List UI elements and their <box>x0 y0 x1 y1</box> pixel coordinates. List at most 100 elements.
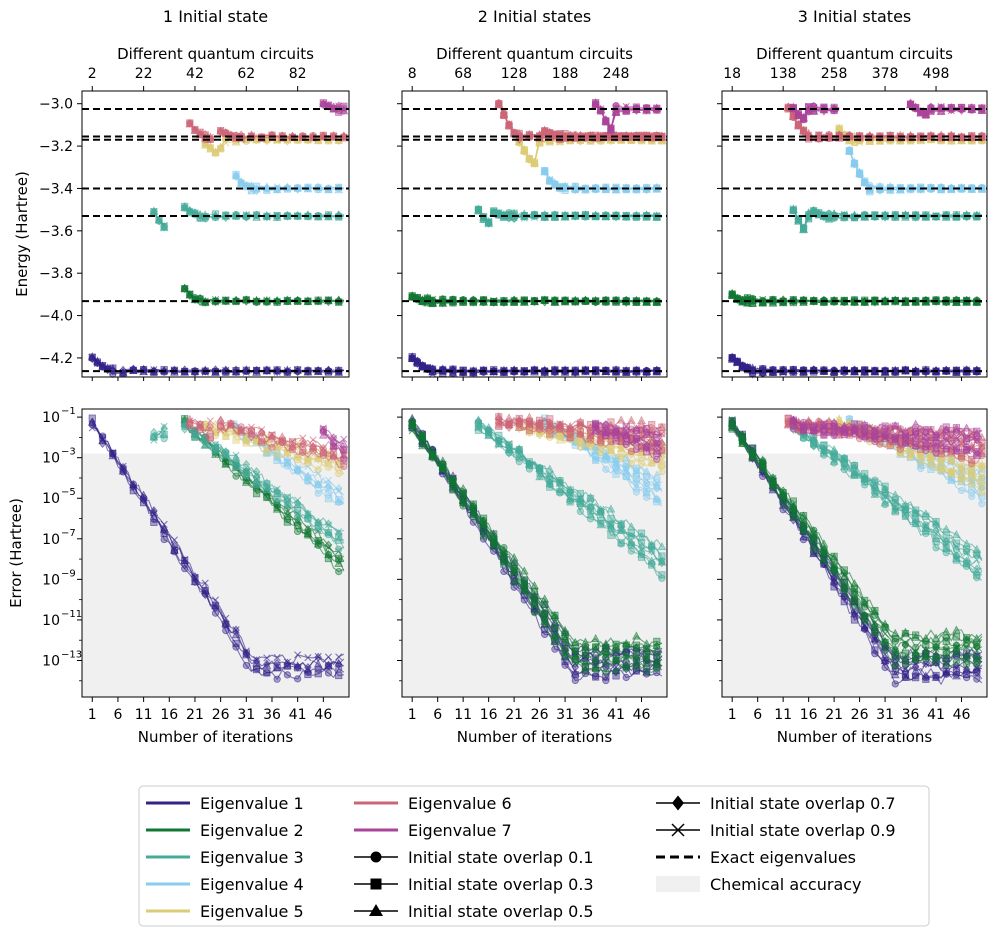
top-tick-label: 82 <box>289 66 307 82</box>
data-point <box>98 362 107 370</box>
data-point <box>294 675 302 683</box>
data-point <box>324 495 333 503</box>
series-eigenvalue-3 <box>788 204 814 234</box>
data-point <box>571 647 579 655</box>
data-point <box>607 531 615 539</box>
top-tick-label: 258 <box>821 66 848 82</box>
data-point <box>273 368 281 376</box>
top-tick-label: 18 <box>723 66 741 82</box>
x-tick-label: 31 <box>556 707 574 723</box>
y-tick-label-base: 10 <box>42 491 60 507</box>
data-point <box>520 296 528 304</box>
series-eigenvalue-7 <box>591 98 663 134</box>
y-tick-label-base: 10 <box>42 653 60 669</box>
data-point <box>612 667 620 676</box>
axes-frame <box>81 90 350 378</box>
data-point <box>299 447 307 455</box>
data-point <box>581 646 590 654</box>
data-point <box>653 434 661 442</box>
data-point <box>150 207 158 216</box>
data-point <box>520 576 528 584</box>
series-eigenvalue-3 <box>180 202 345 223</box>
data-point <box>541 609 549 617</box>
data-point <box>273 211 281 219</box>
data-point <box>273 497 281 505</box>
data-point <box>510 578 518 586</box>
data-point <box>412 356 422 365</box>
data-point <box>109 368 117 376</box>
data-point <box>324 669 333 677</box>
y-tick-label: −4.0 <box>39 309 73 325</box>
x-axis-label: Number of iterations <box>138 728 294 746</box>
data-point <box>617 539 625 547</box>
data-point <box>474 206 483 215</box>
data-point <box>150 518 158 526</box>
data-point <box>576 442 584 451</box>
data-point <box>232 172 240 180</box>
top-tick-label: 248 <box>603 66 630 82</box>
data-point <box>232 472 240 480</box>
data-point <box>242 661 250 670</box>
data-point <box>283 296 291 304</box>
data-point <box>643 667 651 675</box>
data-point <box>263 669 271 677</box>
data-point <box>510 561 518 569</box>
data-point <box>616 415 626 424</box>
data-point <box>232 639 240 647</box>
data-point <box>186 291 194 301</box>
data-point <box>273 675 281 683</box>
data-point <box>294 366 302 374</box>
top-tick-label: 42 <box>186 66 204 82</box>
y-tick-label-base: 10 <box>42 572 60 588</box>
x-tick-label: 21 <box>186 707 204 723</box>
data-point <box>658 468 666 476</box>
x-tick-label: 6 <box>433 707 442 723</box>
data-point <box>93 359 101 367</box>
data-point <box>592 643 600 651</box>
data-point <box>530 609 539 617</box>
series-eigenvalue-7 <box>318 99 349 116</box>
series-eigenvalue-2 <box>180 283 345 307</box>
y-tick-label: −3 <box>61 447 76 458</box>
data-point <box>626 415 636 424</box>
y-tick-label-base: 10 <box>42 613 60 629</box>
data-point <box>622 423 630 431</box>
data-point <box>335 568 343 576</box>
data-point <box>252 366 261 374</box>
data-point <box>217 126 225 135</box>
data-point <box>160 222 168 232</box>
data-point <box>211 148 220 156</box>
data-point <box>632 435 641 443</box>
data-point <box>252 297 261 305</box>
x-tick-label: 11 <box>454 707 472 723</box>
data-point <box>622 664 630 672</box>
series-eigenvalue-3 <box>809 205 983 223</box>
data-point <box>340 106 348 114</box>
data-point <box>252 665 261 674</box>
x-tick-label: 11 <box>135 707 153 723</box>
y-tick-label: −3.4 <box>39 181 73 197</box>
data-point <box>627 547 635 555</box>
y-tick-label: −11 <box>61 609 82 620</box>
data-point <box>237 179 245 187</box>
data-point <box>658 552 666 560</box>
data-point <box>479 214 488 223</box>
x-tick-label: 21 <box>505 707 523 723</box>
data-point <box>294 514 302 522</box>
data-point <box>283 518 291 526</box>
data-point <box>283 212 291 220</box>
data-point <box>129 366 137 375</box>
data-point <box>196 129 204 137</box>
data-point <box>314 670 322 678</box>
chemical-accuracy-region <box>82 453 349 697</box>
y-tick-label: −3.0 <box>39 97 73 113</box>
series-eigenvalue-1 <box>407 352 663 378</box>
series-eigenvalue-3 <box>149 206 169 232</box>
data-point <box>479 532 488 540</box>
data-point <box>335 298 343 306</box>
